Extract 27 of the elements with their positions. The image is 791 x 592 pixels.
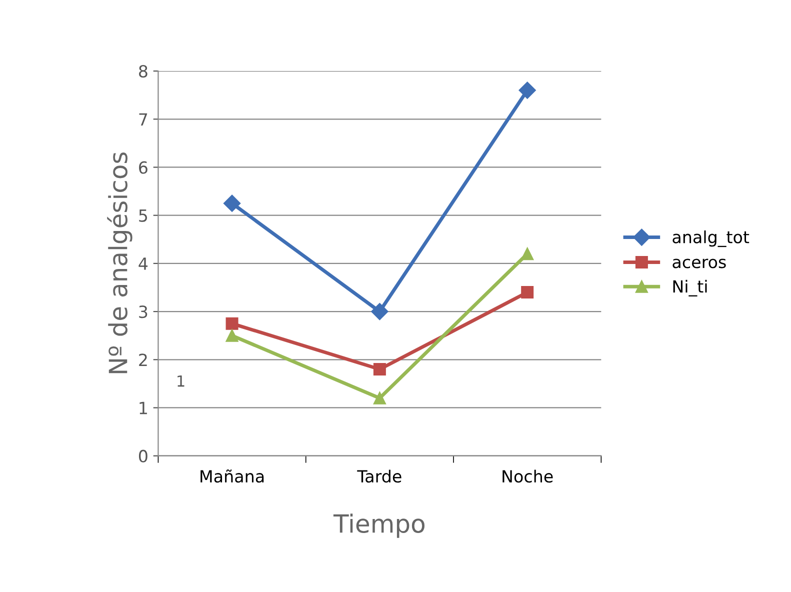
legend-label: aceros bbox=[672, 258, 726, 268]
x-tick-label: Mañana bbox=[200, 469, 264, 483]
point bbox=[521, 286, 534, 299]
point bbox=[371, 302, 388, 320]
point bbox=[373, 363, 386, 376]
point bbox=[521, 248, 534, 260]
point bbox=[373, 392, 386, 404]
x-axis-title: Tiempo bbox=[333, 514, 424, 538]
y-tick-label: 4 bbox=[138, 258, 148, 270]
point bbox=[226, 317, 238, 330]
point bbox=[518, 82, 536, 99]
y-tick-label: 5 bbox=[139, 210, 148, 222]
y-tick-label: 2 bbox=[139, 354, 147, 366]
y-axis-title: Nº de analgésicos bbox=[107, 152, 132, 374]
y-tick-label: 7 bbox=[139, 113, 148, 126]
legend-label: analg_tot bbox=[672, 230, 750, 248]
annotation: 1 bbox=[178, 375, 184, 387]
x-tick-label: Noche bbox=[502, 470, 553, 483]
y-tick-label: 8 bbox=[139, 65, 148, 78]
legend-label: Ni_ti bbox=[673, 280, 707, 296]
y-tick-label: 0 bbox=[138, 450, 148, 462]
y-tick-label: 1 bbox=[140, 402, 147, 414]
point bbox=[226, 329, 238, 342]
x-tick-label: Tarde bbox=[357, 470, 402, 483]
point bbox=[223, 194, 241, 212]
y-tick-label: 6 bbox=[139, 161, 148, 174]
y-tick-label: 3 bbox=[139, 306, 148, 318]
